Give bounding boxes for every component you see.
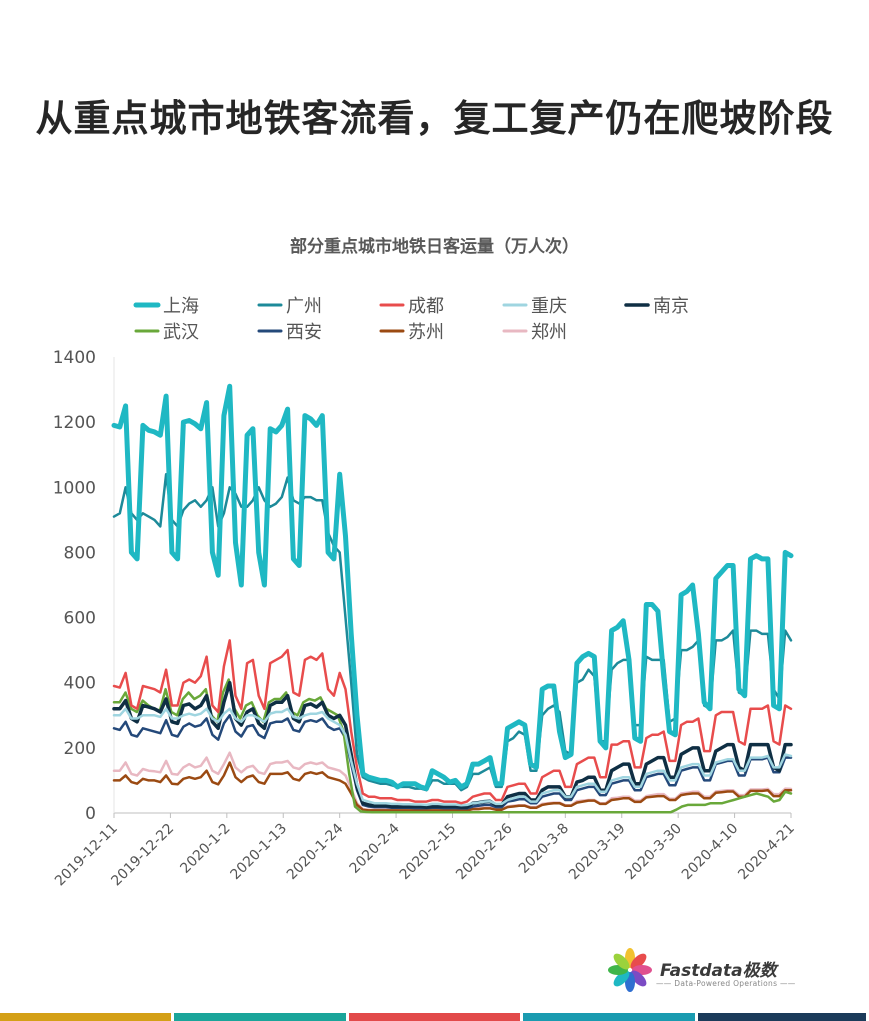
legend-label: 郑州 <box>531 322 567 343</box>
x-tick-label: 2020-3-30 <box>622 821 685 884</box>
legend-label: 广州 <box>286 296 322 317</box>
y-tick-label: 200 <box>64 739 96 759</box>
page-headline: 从重点城市地铁客流看，复工复产仍在爬坡阶段 <box>35 97 834 140</box>
legend-label: 武汉 <box>163 322 199 343</box>
logo-tagline: —— Data-Powered Operations —— <box>656 979 796 988</box>
legend-label: 上海 <box>163 296 199 317</box>
x-tick-label: 2020-4-21 <box>735 821 798 884</box>
series-line-广州 <box>112 473 793 792</box>
series-line-南京 <box>112 680 793 809</box>
legend-label: 成都 <box>408 296 444 317</box>
y-tick-label: 1200 <box>53 413 96 433</box>
y-tick-label: 1000 <box>53 478 96 498</box>
legend-label: 西安 <box>286 322 322 343</box>
y-tick-label: 1400 <box>53 348 96 368</box>
footer-segment <box>523 1013 695 1021</box>
y-tick-label: 800 <box>64 543 96 563</box>
footer-segment <box>697 1013 866 1021</box>
legend-label: 南京 <box>653 296 689 317</box>
x-tick-label: 2020-1-24 <box>284 820 347 883</box>
footer-segment <box>0 1013 172 1021</box>
series-line-成都 <box>112 639 793 805</box>
series-line-重庆 <box>112 707 793 807</box>
legend-label: 重庆 <box>531 296 567 317</box>
series-line-上海 <box>111 383 794 792</box>
x-tick-label: 2020-1-13 <box>228 821 291 884</box>
x-tick-label: 2020-4-10 <box>679 821 742 884</box>
x-tick-label: 2020-1-2 <box>177 821 233 877</box>
y-tick-label: 0 <box>85 804 96 824</box>
x-tick-label: 2020-3-19 <box>566 821 629 884</box>
y-tick-label: 400 <box>64 674 96 694</box>
chart-title: 部分重点城市地铁日客运量（万人次） <box>290 237 579 257</box>
fastdata-logo: Fastdata极数 —— Data-Powered Operations —— <box>604 944 804 994</box>
footer-color-bar <box>0 1013 869 1021</box>
footer-segment <box>174 1013 346 1021</box>
x-tick-label: 2020-2-15 <box>397 821 460 884</box>
pinwheel-logo-icon <box>608 948 652 992</box>
logo-name: Fastdata极数 <box>660 961 777 981</box>
y-tick-label: 600 <box>64 609 96 629</box>
series-line-苏州 <box>112 761 793 812</box>
x-tick-label: 2020-2-26 <box>453 820 516 883</box>
x-tick-label: 2020-2-4 <box>347 820 403 876</box>
line-chart: 02004006008001000120014002019-12-112019-… <box>52 296 798 889</box>
x-tick-label: 2020-3-8 <box>516 821 572 877</box>
footer-segment <box>348 1013 521 1021</box>
series-line-武汉 <box>112 678 793 814</box>
legend-label: 苏州 <box>408 322 444 343</box>
